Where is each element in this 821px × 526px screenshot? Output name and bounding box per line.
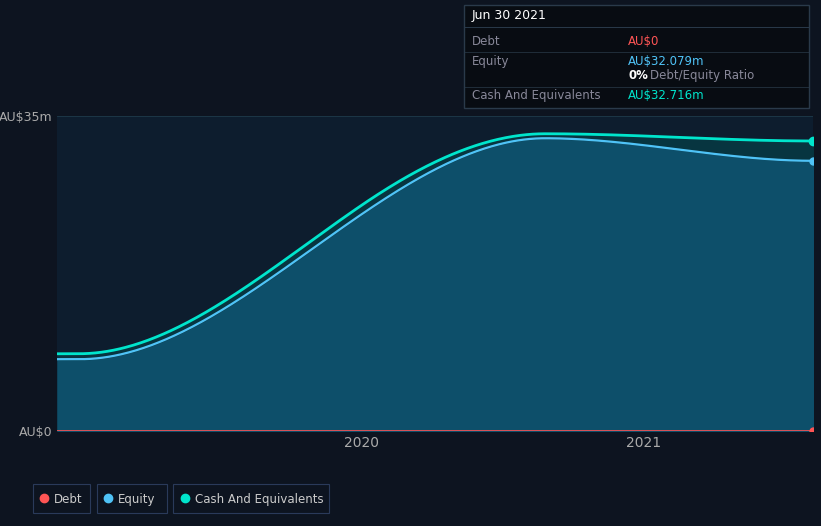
Text: Debt: Debt	[472, 35, 501, 48]
Text: Equity: Equity	[118, 492, 156, 505]
Text: Jun 30 2021: Jun 30 2021	[472, 9, 547, 22]
Text: 0%: 0%	[628, 69, 648, 83]
Text: Cash And Equivalents: Cash And Equivalents	[472, 89, 601, 103]
Text: Debt/Equity Ratio: Debt/Equity Ratio	[650, 69, 754, 83]
Text: Equity: Equity	[472, 55, 510, 68]
Text: AU$0: AU$0	[628, 35, 659, 48]
Text: AU$32.079m: AU$32.079m	[628, 55, 704, 68]
Text: Debt: Debt	[54, 492, 83, 505]
Text: AU$32.716m: AU$32.716m	[628, 89, 704, 103]
Text: Cash And Equivalents: Cash And Equivalents	[195, 492, 323, 505]
